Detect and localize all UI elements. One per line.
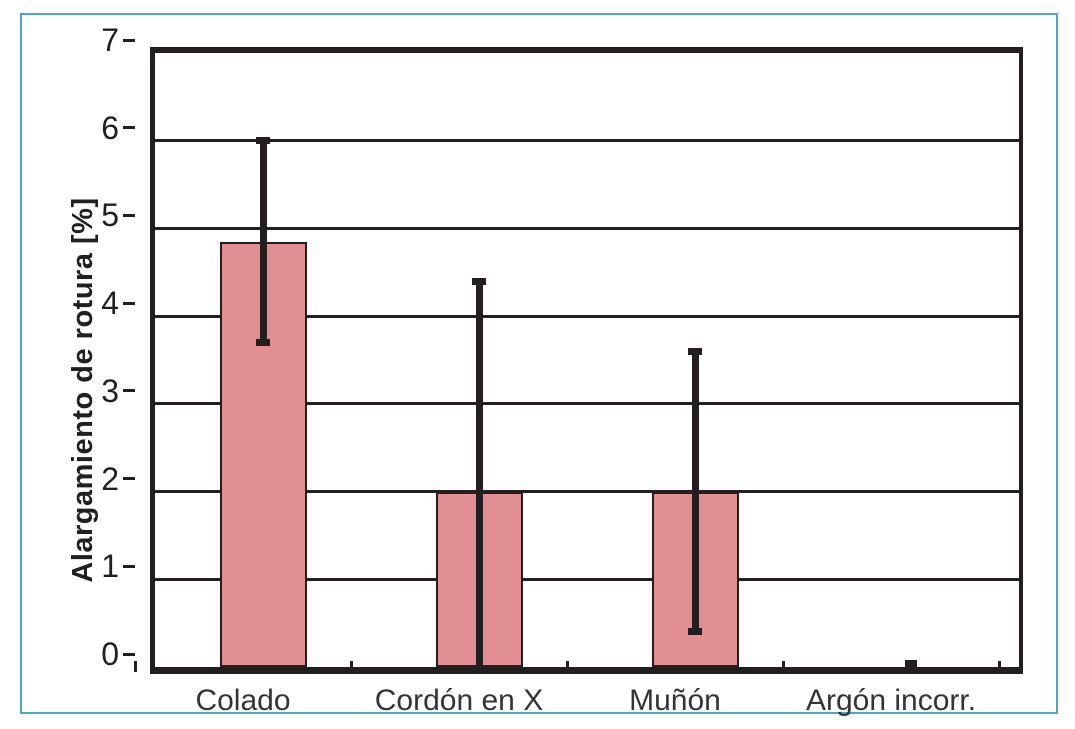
y-tick-label-6: 6: [101, 109, 119, 146]
y-tick-label-3: 3: [101, 372, 119, 409]
x-category-label-0: Colado: [195, 684, 291, 717]
y-tick-label-7: 7: [101, 22, 119, 58]
x-tick-0: [133, 661, 137, 672]
error-bar-cap-high-0: [256, 137, 270, 145]
error-bar-cap-high-1: [472, 277, 486, 285]
error-bar-1: [475, 281, 483, 667]
gridline-2: [155, 490, 1019, 494]
y-tick-1: [123, 564, 135, 568]
y-tick-label-1: 1: [101, 548, 119, 585]
gridline-1: [155, 577, 1019, 581]
gridline-4: [155, 314, 1019, 318]
x-category-label-1: Cordón en X: [374, 684, 544, 717]
gridline-3: [155, 402, 1019, 406]
y-tick-0: [123, 652, 135, 656]
y-tick-3: [123, 389, 135, 393]
y-tick-label-5: 5: [101, 197, 119, 234]
y-tick-5: [123, 213, 135, 217]
y-tick-2: [123, 477, 135, 481]
x-tick-1: [349, 661, 353, 672]
x-category-label-3: Argón incorr.: [805, 684, 977, 717]
x-category-label-2: Muñón: [629, 684, 721, 717]
gridline-6: [155, 139, 1019, 143]
y-tick-6: [123, 126, 135, 130]
error-bar-2: [691, 351, 699, 632]
y-tick-label-2: 2: [101, 460, 119, 497]
error-bar-cap-low-2: [688, 628, 702, 636]
error-bar-0: [259, 140, 267, 343]
plot-area: [150, 47, 1023, 674]
x-tick-3: [781, 661, 785, 672]
y-tick-4: [123, 301, 135, 305]
x-tick-2: [565, 661, 569, 672]
y-tick-7: [123, 38, 135, 42]
y-tick-label-0: 0: [101, 636, 119, 672]
error-bar-cap-high-2: [688, 347, 702, 355]
y-tick-label-4: 4: [101, 285, 119, 322]
error-bar-cap-high-3: [905, 659, 917, 667]
error-bar-cap-low-0: [256, 338, 270, 346]
gridline-5: [155, 226, 1019, 230]
x-tick-4: [997, 661, 1001, 672]
